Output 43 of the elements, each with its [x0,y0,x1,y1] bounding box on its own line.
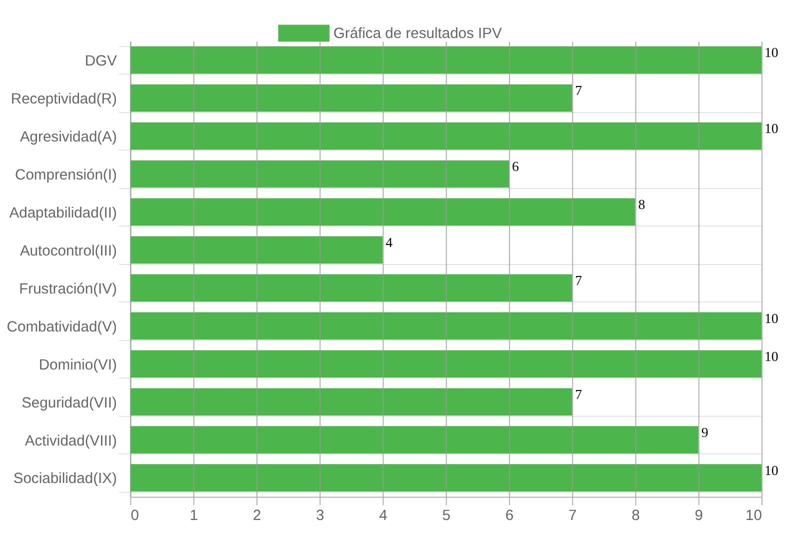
y-tick-label: Sociabilidad(IX) [13,471,117,488]
x-tick-label: 8 [632,508,640,524]
data-label: 10 [764,462,778,478]
x-tick-label: 0 [130,508,139,524]
data-label: 10 [764,310,778,326]
data-label: 9 [701,424,708,440]
bar [130,426,698,454]
data-label: 7 [575,272,582,288]
data-label: 4 [386,235,393,250]
data-label: 6 [512,159,519,174]
bar [130,388,572,416]
x-tick-label: 1 [190,508,198,524]
x-tick-label: 10 [746,508,762,524]
y-tick-label: DGV [84,54,118,70]
legend-label: Gráfica de resultados IPV [333,26,502,42]
x-tick-label: 7 [568,508,577,524]
data-label: 10 [764,45,778,60]
y-tick-label: Frustración(IV) [19,281,117,298]
bar [130,274,572,302]
y-tick-label: Adaptabilidad(II) [9,205,117,222]
y-tick-label: Agresividad(A) [20,129,117,146]
data-label: 8 [638,197,646,212]
y-tick-label: Comprensión(I) [15,167,117,184]
y-tick-label: Seguridad(VII) [22,395,117,412]
x-tick-label: 5 [442,508,450,524]
bar [130,84,572,112]
y-tick-label: Combatividad(V) [6,319,117,336]
x-tick-label: 4 [379,508,388,524]
x-tick-label: 2 [252,508,262,524]
bar [130,236,383,264]
data-label: 10 [764,121,778,136]
y-tick-label: Autocontrol(III) [20,243,117,260]
x-tick-label: 3 [316,508,324,524]
bar [130,160,509,188]
x-tick-label: 6 [505,508,514,524]
y-tick-label: Actividad(VIII) [24,433,117,450]
data-label: 10 [764,348,778,364]
x-tick-label: 9 [694,508,703,524]
bar [130,198,636,226]
y-tick-label: Receptividad(R) [10,91,117,108]
data-label: 7 [575,83,582,98]
y-tick-label: Dominio(VI) [38,357,117,374]
data-label: 7 [575,386,582,402]
